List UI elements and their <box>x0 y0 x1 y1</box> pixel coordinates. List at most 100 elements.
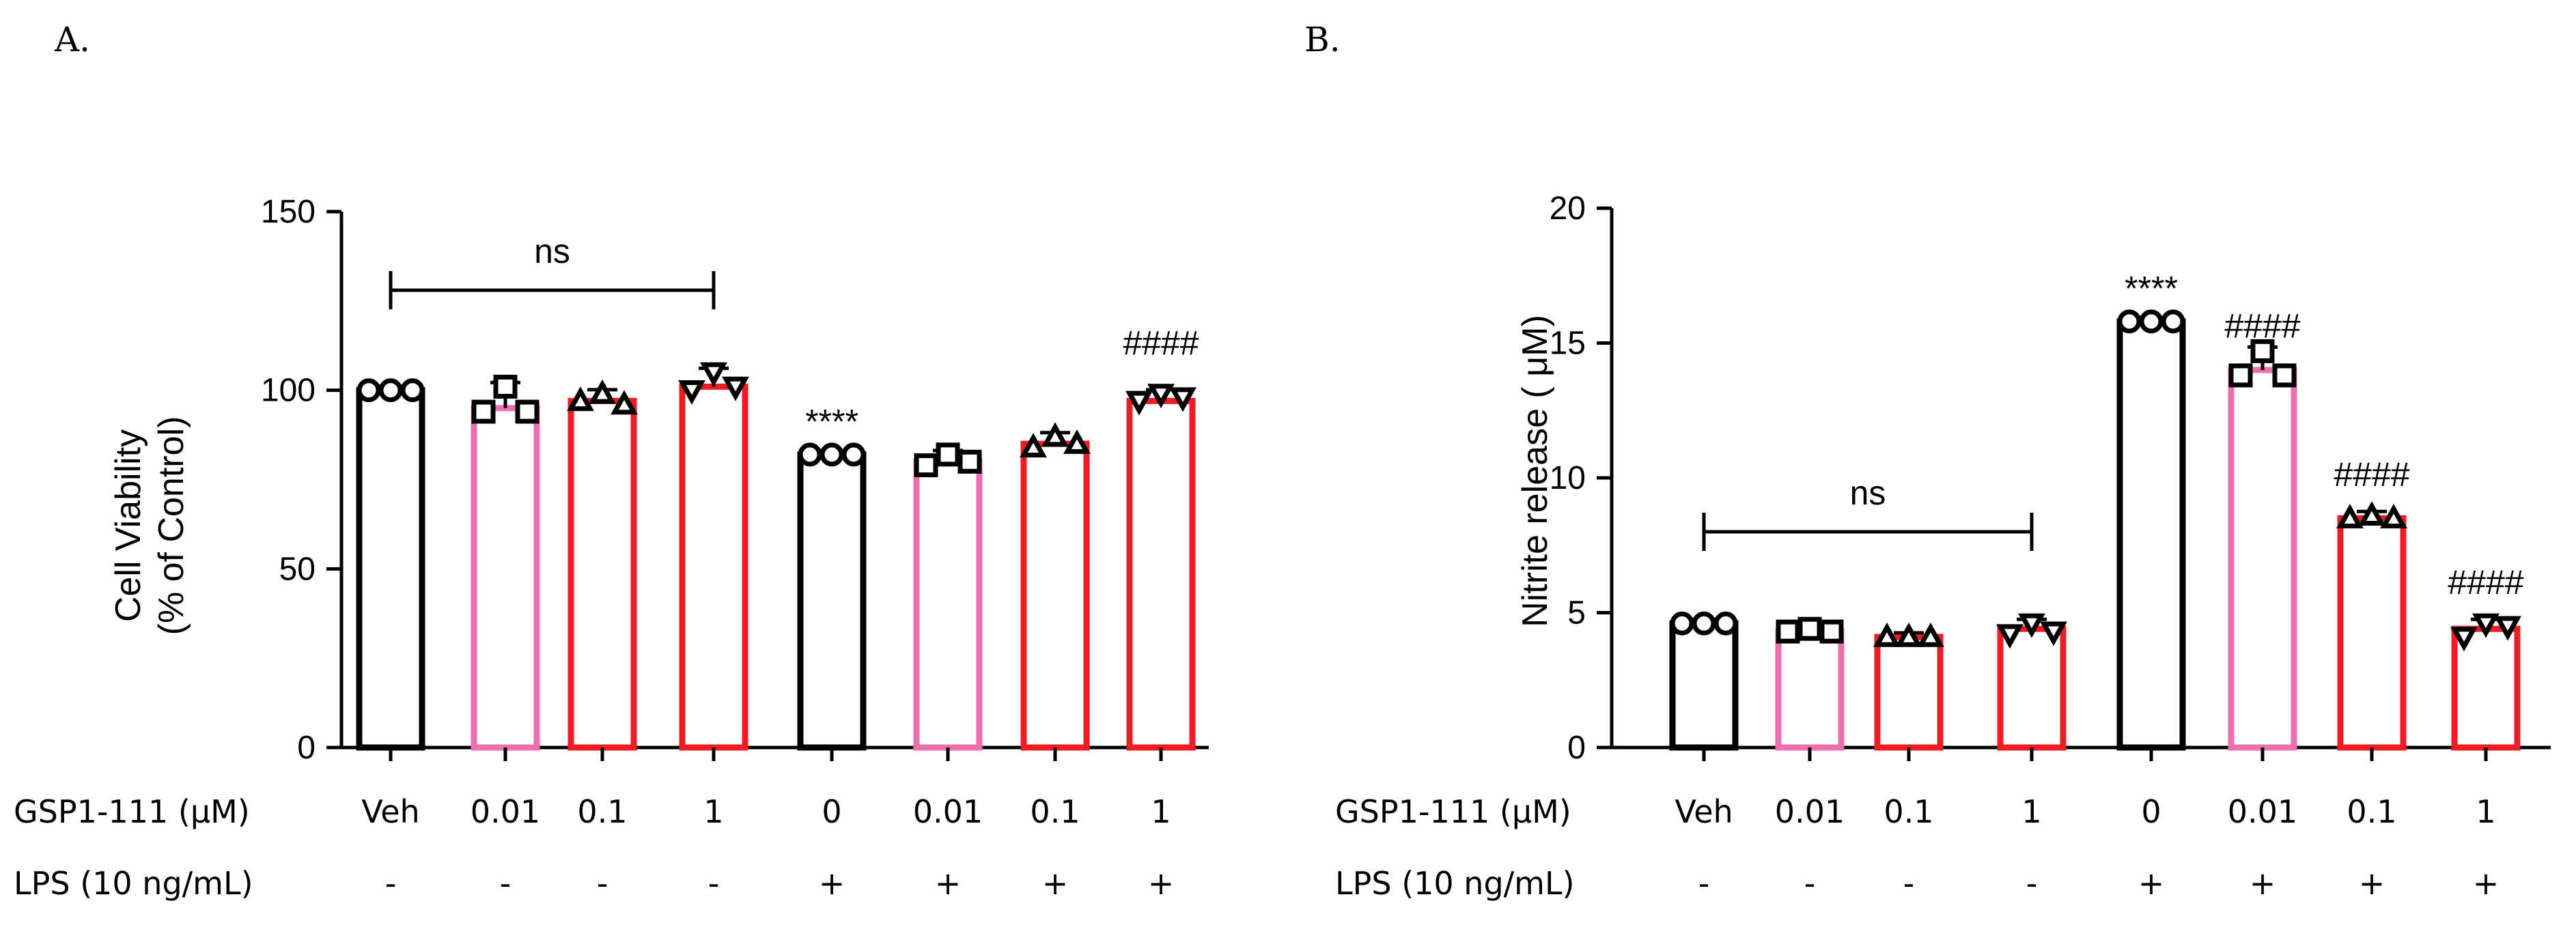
x-category-label-lps: - <box>385 865 397 902</box>
x-category-label-lps: + <box>2138 865 2165 902</box>
data-point <box>678 380 705 405</box>
data-point <box>2358 501 2385 526</box>
x-category-label-lps: + <box>1042 865 1069 902</box>
bar <box>1126 397 1196 751</box>
x-category-label-gsp: 0 <box>822 793 841 830</box>
significance-marker: #### <box>2224 307 2300 345</box>
row-label-gsp-a: GSP1-111 (μM) <box>14 793 250 830</box>
y-tick-label: 10 <box>1550 460 1586 496</box>
data-point <box>1692 611 1716 636</box>
x-category-label-lps: - <box>500 865 512 902</box>
data-point <box>820 442 844 467</box>
bar <box>568 397 637 751</box>
x-category-label-gsp: 0.1 <box>2347 793 2396 830</box>
significance-label: ns <box>1850 474 1886 512</box>
bar <box>1020 440 1090 751</box>
y-axis-title-b: Nitrite release ( μM) <box>1515 315 1555 627</box>
x-category-label-lps: + <box>2250 865 2276 902</box>
data-point <box>2380 504 2407 528</box>
bar <box>2228 367 2297 751</box>
data-point <box>1147 384 1175 409</box>
x-category-label-lps: - <box>708 865 720 902</box>
x-category-label-gsp: 0.01 <box>471 793 540 830</box>
x-category-label-lps: + <box>2473 865 2500 902</box>
data-point <box>700 362 727 387</box>
x-category-label-gsp: 0.01 <box>913 793 983 830</box>
x-category-label-lps: + <box>2359 865 2385 902</box>
x-category-label-gsp: 0.1 <box>577 793 627 830</box>
x-category-label-lps: - <box>1698 865 1710 902</box>
data-point <box>798 442 822 467</box>
panel-label-a: A. <box>54 20 90 59</box>
data-point <box>2139 309 2164 334</box>
x-category-label-gsp: 0.01 <box>1775 793 1845 830</box>
x-category-label-gsp: 1 <box>703 793 723 830</box>
data-point <box>471 399 496 424</box>
panel-label-b: B. <box>1304 20 1341 59</box>
bar <box>2116 318 2186 751</box>
bar <box>913 458 983 751</box>
bar <box>356 387 425 751</box>
data-point <box>1917 622 1944 647</box>
data-point <box>957 449 982 474</box>
data-point <box>1797 616 1822 641</box>
data-point <box>356 378 381 403</box>
data-point <box>400 378 425 403</box>
y-tick-label: 0 <box>1567 730 1586 766</box>
significance-marker: #### <box>2448 563 2523 601</box>
x-category-label-gsp: 1 <box>2476 793 2495 830</box>
data-point <box>841 442 866 467</box>
data-point <box>1063 429 1091 454</box>
significance-marker: **** <box>805 402 858 440</box>
x-category-label-lps: - <box>597 865 608 902</box>
x-category-label-gsp: Veh <box>361 793 419 830</box>
data-point <box>1020 433 1047 458</box>
significance-label: ns <box>534 232 570 270</box>
y-tick-label: 50 <box>279 551 316 587</box>
y-tick-label: 0 <box>297 730 316 766</box>
x-category-label-gsp: 0.01 <box>2228 793 2297 830</box>
data-point <box>2250 339 2275 363</box>
bar <box>1669 620 1739 751</box>
data-point <box>2040 621 2067 646</box>
data-point <box>1873 622 1901 647</box>
x-category-label-lps: + <box>935 865 962 902</box>
x-category-label-lps: - <box>1804 865 1816 902</box>
data-point <box>567 386 594 412</box>
bar <box>1874 634 1944 751</box>
data-point <box>936 442 960 467</box>
chart-panel-b: 0 5 10 15 20 Veh - 0.01 - 0.1 - 1 - 0 +0.01 +0.1 +1 + ns **… <box>1550 190 2551 902</box>
x-category-label-gsp: 0.1 <box>1884 793 1933 830</box>
y-tick-label: 5 <box>1567 595 1586 631</box>
data-point <box>378 378 403 403</box>
data-point <box>722 376 749 401</box>
x-category-label-lps: + <box>819 865 845 902</box>
data-point <box>2272 363 2297 388</box>
row-label-lps-a: LPS (10 ng/mL) <box>14 865 253 902</box>
bar <box>2337 515 2407 751</box>
data-point <box>1776 619 1800 644</box>
x-category-label-gsp: 1 <box>1151 793 1171 830</box>
data-point <box>1041 422 1069 447</box>
data-point <box>2161 309 2185 334</box>
x-category-label-lps: - <box>2026 865 2038 902</box>
significance-marker: #### <box>2334 455 2409 494</box>
data-point <box>2472 613 2500 638</box>
row-label-gsp-b: GSP1-111 (μM) <box>1335 793 1571 830</box>
bar <box>797 451 867 751</box>
x-category-label-gsp: Veh <box>1675 793 1733 830</box>
data-point <box>589 379 616 404</box>
x-category-label-gsp: 1 <box>2021 793 2041 830</box>
bar <box>471 405 540 751</box>
data-point <box>914 453 938 478</box>
chart-panel-a: 0 50 100 150 Veh - 0.01 - 0.1 - 1 - 0 +0.01 +0.1 +1 + ns *… <box>261 194 1209 902</box>
x-category-label-gsp: 0.1 <box>1030 793 1080 830</box>
data-point <box>2117 309 2142 334</box>
y-tick-label: 100 <box>261 373 316 409</box>
row-label-lps-b: LPS (10 ng/mL) <box>1335 865 1575 902</box>
y-tick-label: 150 <box>261 194 316 230</box>
significance-marker: #### <box>1123 324 1199 362</box>
y-tick-label: 20 <box>1550 190 1586 227</box>
data-point <box>2450 627 2478 652</box>
